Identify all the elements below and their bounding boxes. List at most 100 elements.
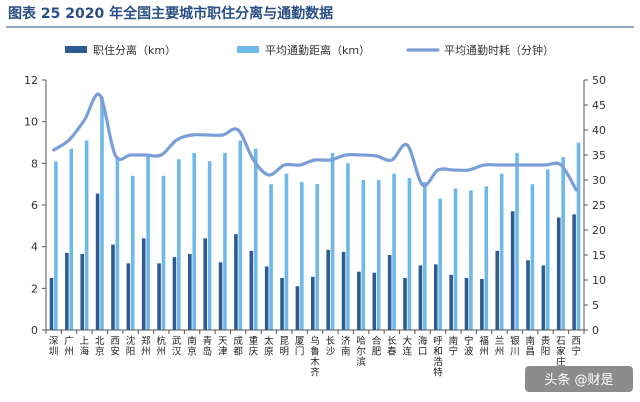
legend-swatch-avg-commute-distance bbox=[237, 46, 259, 53]
y-left-tick-label: 4 bbox=[31, 241, 38, 254]
bar-avg-commute-distance bbox=[361, 180, 366, 330]
x-tick-label: 长沙 bbox=[326, 335, 336, 358]
y-right-tick-label: 25 bbox=[592, 199, 606, 212]
bar-commute-separation bbox=[433, 264, 438, 331]
bar-avg-commute-distance bbox=[207, 161, 212, 330]
x-tick-label: 昆明 bbox=[280, 336, 290, 358]
bar-avg-commute-distance bbox=[54, 161, 58, 330]
bar-avg-commute-distance bbox=[561, 157, 565, 330]
x-tick-label: 深圳 bbox=[49, 336, 59, 358]
bar-avg-commute-distance bbox=[469, 190, 473, 330]
bar-avg-commute-distance bbox=[69, 148, 74, 330]
y-left-tick-label: 6 bbox=[31, 199, 38, 212]
bar-commute-separation bbox=[464, 277, 469, 330]
x-tick-label: 沈阳 bbox=[126, 335, 136, 358]
y-right-tick-label: 40 bbox=[592, 124, 606, 137]
x-tick-label: 杭州 bbox=[157, 335, 167, 358]
bar-commute-separation bbox=[387, 255, 392, 330]
y-right-tick-label: 5 bbox=[592, 299, 599, 312]
bar-commute-separation bbox=[80, 253, 85, 330]
watermark-text: 头条 @财是 bbox=[544, 372, 613, 388]
x-tick-label: 北京 bbox=[95, 336, 105, 358]
bar-avg-commute-distance bbox=[315, 184, 319, 330]
bar-avg-commute-distance bbox=[130, 175, 135, 330]
y-left-tick-label: 0 bbox=[31, 324, 38, 337]
y-right-tick-label: 30 bbox=[592, 174, 606, 187]
bar-commute-separation bbox=[341, 251, 346, 331]
bar-commute-separation bbox=[572, 214, 576, 331]
axes: 0 2 4 6 8 10 12 0 5 10 15 20 25 30 35 40 45 50 bbox=[24, 74, 606, 337]
y-left-tick-label: 8 bbox=[31, 157, 38, 170]
bar-avg-commute-distance bbox=[545, 169, 550, 330]
x-tick-label: 武汉 bbox=[172, 335, 182, 358]
x-tick-label: 郑州 bbox=[141, 335, 151, 358]
x-tick-label: 青岛 bbox=[203, 335, 213, 358]
x-tick-label: 重庆 bbox=[249, 335, 259, 358]
x-tick-label: 合肥 bbox=[372, 335, 382, 358]
y-right-tick-label: 0 bbox=[592, 324, 599, 337]
bar-commute-separation bbox=[295, 286, 300, 330]
legend-label-commute-separation: 职住分离（km） bbox=[93, 43, 176, 57]
bar-commute-separation bbox=[249, 250, 254, 330]
x-tick-label: 广州 bbox=[64, 335, 74, 358]
x-tick-label: 海口 bbox=[418, 335, 428, 358]
x-tick-label: 大连 bbox=[402, 335, 412, 358]
bar-commute-separation bbox=[480, 278, 484, 330]
bar-commute-separation bbox=[280, 277, 284, 330]
bar-commute-separation bbox=[218, 262, 223, 330]
y-right-tick-label: 15 bbox=[592, 249, 606, 262]
bar-commute-separation bbox=[449, 274, 453, 330]
bar-commute-separation bbox=[95, 193, 100, 330]
watermark-background bbox=[525, 366, 633, 392]
x-tick-label: 南昌 bbox=[525, 335, 535, 358]
bar-avg-commute-distance bbox=[253, 148, 258, 330]
x-tick-label: 长春 bbox=[387, 335, 397, 358]
bar-avg-commute-distance bbox=[115, 157, 120, 330]
bar-avg-commute-distance bbox=[330, 152, 335, 330]
x-tick-label: 成都 bbox=[233, 335, 243, 358]
x-tick-label: 福州 bbox=[479, 335, 489, 358]
plot-area bbox=[49, 92, 581, 331]
line-avg-commute-time bbox=[52, 92, 578, 192]
bar-commute-separation bbox=[126, 263, 131, 330]
bar-avg-commute-distance bbox=[392, 173, 396, 330]
x-tick-label: 天津 bbox=[218, 336, 228, 358]
watermark: 头条 @财是 bbox=[525, 366, 633, 392]
bar-commute-separation bbox=[372, 272, 377, 330]
bar-avg-commute-distance bbox=[530, 184, 535, 330]
bar-commute-separation bbox=[403, 277, 407, 330]
x-tick-label: 济南 bbox=[341, 335, 351, 358]
bar-avg-commute-distance bbox=[376, 180, 381, 330]
y-left-tick-label: 10 bbox=[24, 116, 38, 129]
bar-avg-commute-distance bbox=[223, 152, 227, 330]
y-left-tick-label: 2 bbox=[31, 282, 38, 295]
chart-title: 图表 25 2020 年全国主要城市职住分离与通勤数据 bbox=[8, 5, 333, 22]
x-tick-label: 呼和浩特 bbox=[433, 336, 443, 379]
y-right-tick-label: 20 bbox=[592, 224, 606, 237]
bar-avg-commute-distance bbox=[161, 175, 166, 330]
x-tick-label: 银川 bbox=[510, 335, 520, 358]
bar-commute-separation bbox=[65, 252, 69, 330]
bar-commute-separation bbox=[556, 217, 561, 330]
x-tick-label: 西宁 bbox=[572, 336, 582, 358]
bar-avg-commute-distance bbox=[438, 198, 442, 330]
x-tick-label: 石家庄 bbox=[556, 336, 566, 368]
y-right-tick-label: 50 bbox=[592, 74, 606, 87]
bar-avg-commute-distance bbox=[284, 173, 289, 330]
bar-commute-separation bbox=[141, 238, 146, 330]
legend-label-avg-commute-time: 平均通勤时耗（分钟） bbox=[444, 43, 554, 57]
x-tick-label: 西安 bbox=[110, 336, 120, 358]
bar-commute-separation bbox=[264, 266, 269, 330]
bar-commute-separation bbox=[111, 244, 115, 330]
legend-label-avg-commute-distance: 平均通勤距离（km） bbox=[265, 43, 370, 57]
bar-commute-separation bbox=[541, 265, 546, 330]
x-tick-label: 南宁 bbox=[449, 335, 459, 358]
x-tick-label: 宁波 bbox=[464, 335, 474, 358]
bar-commute-separation bbox=[510, 211, 515, 330]
bar-avg-commute-distance bbox=[453, 188, 458, 330]
bar-commute-separation bbox=[157, 263, 161, 330]
bar-avg-commute-distance bbox=[300, 182, 304, 330]
bar-avg-commute-distance bbox=[515, 152, 519, 330]
bar-commute-separation bbox=[49, 277, 54, 330]
